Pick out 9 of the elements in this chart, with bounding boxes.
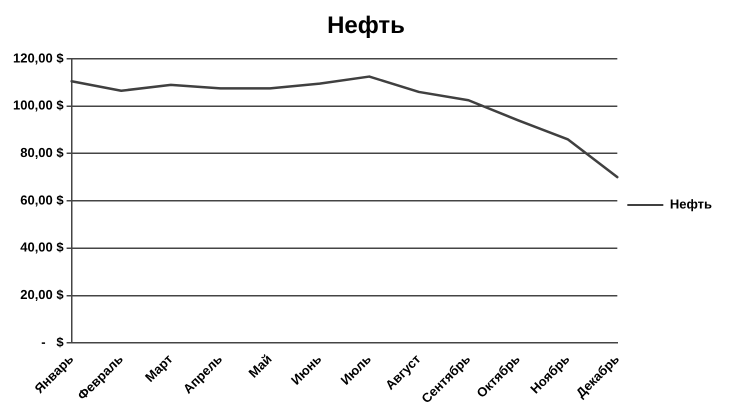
y-tick-label: 40,00 $ — [20, 240, 64, 255]
y-tick-label: 80,00 $ — [20, 145, 64, 160]
y-tick-label: 20,00 $ — [20, 287, 64, 302]
y-tick-label: - $ — [41, 334, 64, 350]
y-tick-label: 60,00 $ — [20, 192, 64, 208]
chart-title: Нефть — [327, 12, 405, 40]
legend-label: Нефть — [670, 196, 712, 212]
y-tick-label: 100,00 $ — [12, 98, 64, 113]
y-tick-label: 120,00 $ — [12, 50, 64, 66]
